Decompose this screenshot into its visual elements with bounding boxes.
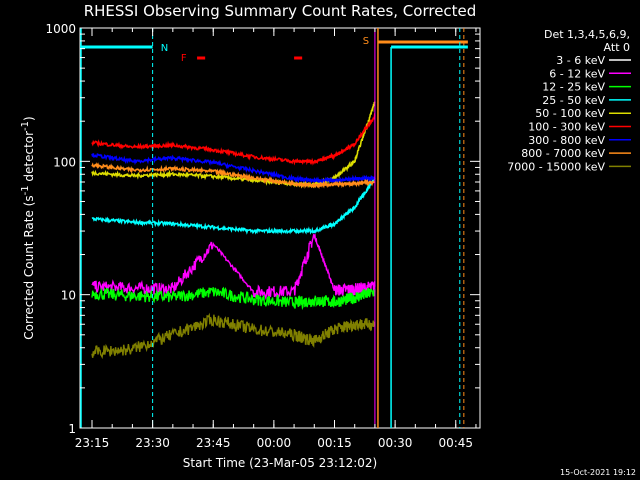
y-axis-label-sup2: -1	[20, 121, 31, 131]
y-tick-label: 10	[61, 289, 76, 303]
x-tick-labels: 23:15 23:30 23:45 00:00 00:15 00:30 00:45	[75, 436, 473, 450]
y-tick-label: 1	[68, 422, 76, 436]
series-line	[91, 233, 376, 301]
plot-area: N F S	[79, 27, 481, 429]
series-line	[91, 153, 376, 185]
x-tick-label: 00:15	[317, 436, 352, 450]
x-tick-label: 23:15	[75, 436, 110, 450]
plot-frame	[79, 27, 481, 429]
y-tick-labels: 1 10 100 1000	[45, 22, 76, 436]
y-axis-label: Corrected Count Rate (s-1 detector-1)	[20, 116, 36, 339]
x-tick-label: 23:45	[196, 436, 231, 450]
x-tick-label: 00:00	[257, 436, 292, 450]
x-tick-label: 23:30	[135, 436, 170, 450]
x-tick-label: 00:30	[378, 436, 413, 450]
legend-label: 12 - 25 keV	[542, 81, 605, 94]
legend-header-1: Det 1,3,4,5,6,9,	[544, 28, 630, 41]
legend-label: 100 - 300 keV	[528, 121, 605, 134]
y-tick-label: 100	[53, 155, 76, 169]
annotation-layer: N F S	[80, 28, 468, 428]
y-tick-label: 1000	[45, 22, 76, 36]
night-label: N	[161, 43, 168, 54]
legend-label: 7000 - 15000 keV	[507, 160, 605, 173]
legend-label: 25 - 50 keV	[542, 94, 605, 107]
x-axis-label: Start Time (23-Mar-05 23:12:02)	[183, 456, 377, 470]
series-layer	[91, 101, 376, 410]
saa-label: S	[363, 36, 369, 47]
x-tick-label: 00:45	[438, 436, 473, 450]
y-axis-label-sup1: -1	[20, 185, 31, 195]
series-line	[91, 312, 376, 360]
legend-label: 800 - 7000 keV	[521, 147, 605, 160]
series-line	[91, 351, 376, 410]
y-axis-label-end: )	[22, 116, 36, 121]
tick-layer	[80, 27, 480, 429]
legend-label: 6 - 12 keV	[549, 67, 605, 80]
chart-title: RHESSI Observing Summary Count Rates, Co…	[84, 2, 477, 20]
footer-date: 15-Oct-2021 19:12	[560, 468, 636, 477]
legend-label: 300 - 800 keV	[528, 134, 605, 147]
flare-label: F	[181, 53, 187, 64]
y-axis-label-main: Corrected Count Rate (s	[22, 195, 36, 339]
legend-label: 50 - 100 keV	[535, 107, 605, 120]
legend-header-2: Att 0	[604, 41, 630, 54]
series-line	[91, 112, 376, 166]
series-line	[91, 177, 376, 235]
legend-label: 3 - 6 keV	[556, 54, 605, 67]
y-axis-label-mid: detector	[22, 131, 36, 186]
